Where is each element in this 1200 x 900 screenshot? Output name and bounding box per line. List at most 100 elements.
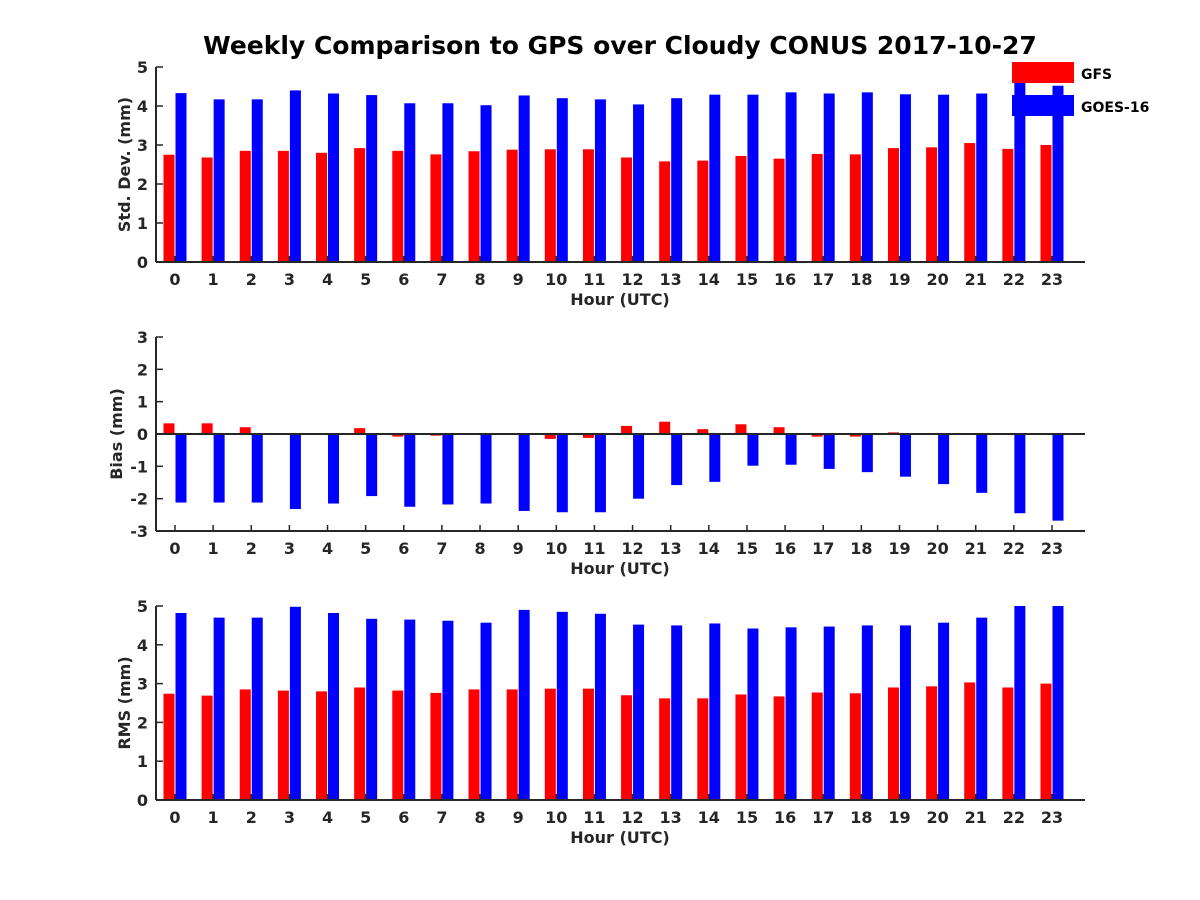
x-tick-label-bias: 14: [698, 539, 720, 558]
bar-bias-gfs-0: [163, 423, 175, 434]
x-tick-label-bias: 10: [545, 539, 567, 558]
bar-bias-goes16-5: [366, 434, 378, 497]
y-tick-label-rms: 3: [137, 675, 148, 694]
y-tick-label-rms: 2: [137, 713, 148, 732]
bar-rms-gfs-15: [735, 694, 747, 800]
x-tick-label-rms: 3: [284, 808, 295, 827]
bar-std-goes16-1: [213, 99, 225, 263]
x-tick-label-rms: 10: [545, 808, 567, 827]
x-tick-label-std: 7: [436, 270, 447, 289]
x-tick-label-rms: 6: [398, 808, 409, 827]
bar-bias-goes16-6: [404, 434, 416, 507]
x-tick-label-bias: 11: [583, 539, 605, 558]
bar-std-goes16-5: [366, 95, 378, 262]
bar-rms-gfs-19: [887, 687, 899, 800]
x-tick-label-rms: 18: [850, 808, 872, 827]
bar-bias-goes16-21: [976, 434, 988, 493]
y-tick-label-bias: -3: [130, 522, 148, 541]
bar-std-gfs-18: [849, 154, 861, 262]
bar-bias-gfs-2: [239, 427, 251, 434]
bar-bias-goes16-23: [1052, 434, 1064, 521]
x-tick-label-bias: 19: [888, 539, 910, 558]
x-tick-label-std: 9: [513, 270, 524, 289]
bar-rms-goes16-14: [709, 623, 721, 800]
bar-rms-gfs-17: [811, 692, 823, 800]
y-tick-label-rms: 1: [137, 752, 148, 771]
bar-std-goes16-9: [518, 95, 530, 262]
x-tick-label-rms: 23: [1041, 808, 1063, 827]
bar-bias-goes16-22: [1014, 434, 1026, 514]
bar-rms-goes16-5: [366, 618, 378, 800]
bar-rms-gfs-7: [430, 692, 442, 800]
bar-rms-goes16-18: [861, 625, 873, 800]
bar-std-gfs-23: [1040, 145, 1052, 262]
x-tick-label-rms: 19: [888, 808, 910, 827]
bar-rms-goes16-17: [823, 626, 835, 800]
bar-bias-goes16-3: [289, 434, 301, 510]
bar-std-gfs-13: [659, 161, 671, 262]
y-tick-label-bias: -2: [130, 490, 148, 509]
x-tick-label-rms: 12: [621, 808, 643, 827]
y-tick-label-rms: 4: [137, 636, 148, 655]
bar-std-gfs-5: [354, 148, 366, 262]
legend: GFS GOES-16: [1012, 62, 1149, 116]
bar-rms-gfs-0: [163, 693, 175, 800]
x-tick-label-std: 20: [926, 270, 948, 289]
bar-std-goes16-10: [556, 98, 568, 262]
y-tick-label-bias: 2: [137, 360, 148, 379]
x-tick-label-std: 18: [850, 270, 872, 289]
x-tick-label-std: 15: [736, 270, 758, 289]
bar-bias-gfs-15: [735, 424, 747, 434]
bar-bias-goes16-2: [251, 434, 263, 503]
x-tick-label-std: 4: [322, 270, 333, 289]
x-tick-label-rms: 22: [1003, 808, 1025, 827]
x-tick-label-bias: 13: [660, 539, 682, 558]
x-tick-label-std: 1: [208, 270, 219, 289]
bar-rms-gfs-11: [582, 688, 594, 800]
bar-rms-gfs-9: [506, 689, 518, 800]
x-tick-label-bias: 7: [436, 539, 447, 558]
y-tick-label-rms: 5: [137, 597, 148, 616]
bar-rms-gfs-10: [544, 688, 556, 800]
bar-bias-goes16-7: [442, 434, 454, 505]
bar-std-goes16-23: [1052, 85, 1064, 262]
x-tick-label-rms: 7: [436, 808, 447, 827]
x-tick-label-rms: 1: [208, 808, 219, 827]
x-tick-label-std: 22: [1003, 270, 1025, 289]
bar-bias-goes16-8: [480, 434, 492, 504]
x-tick-label-rms: 21: [965, 808, 987, 827]
bar-bias-gfs-17: [811, 434, 823, 437]
x-tick-label-std: 0: [169, 270, 180, 289]
y-tick-label-bias: -1: [130, 457, 148, 476]
bar-bias-goes16-14: [709, 434, 721, 482]
x-axis-label-bias: Hour (UTC): [570, 559, 670, 578]
x-tick-label-rms: 5: [360, 808, 371, 827]
x-tick-label-rms: 2: [246, 808, 257, 827]
x-tick-label-rms: 17: [812, 808, 834, 827]
bar-rms-goes16-22: [1014, 606, 1026, 800]
bar-bias-gfs-13: [659, 421, 671, 434]
x-axis-label-std: Hour (UTC): [570, 290, 670, 309]
bar-bias-gfs-5: [354, 428, 366, 434]
bar-std-gfs-19: [887, 148, 899, 262]
bar-rms-goes16-9: [518, 609, 530, 800]
bar-bias-goes16-15: [747, 434, 759, 466]
x-tick-label-bias: 9: [513, 539, 524, 558]
y-tick-label-std: 0: [137, 253, 148, 272]
bar-rms-gfs-3: [277, 690, 289, 800]
bar-std-goes16-22: [1014, 81, 1026, 262]
bar-std-goes16-13: [671, 98, 683, 262]
y-tick-label-rms: 0: [137, 791, 148, 810]
x-tick-label-std: 10: [545, 270, 567, 289]
bar-rms-gfs-16: [773, 696, 785, 800]
x-tick-label-bias: 22: [1003, 539, 1025, 558]
x-tick-label-std: 11: [583, 270, 605, 289]
bar-rms-gfs-23: [1040, 683, 1052, 800]
bar-std-goes16-12: [633, 104, 645, 262]
x-tick-label-rms: 14: [698, 808, 720, 827]
bar-std-goes16-11: [594, 99, 606, 263]
bar-rms-gfs-1: [201, 695, 213, 800]
